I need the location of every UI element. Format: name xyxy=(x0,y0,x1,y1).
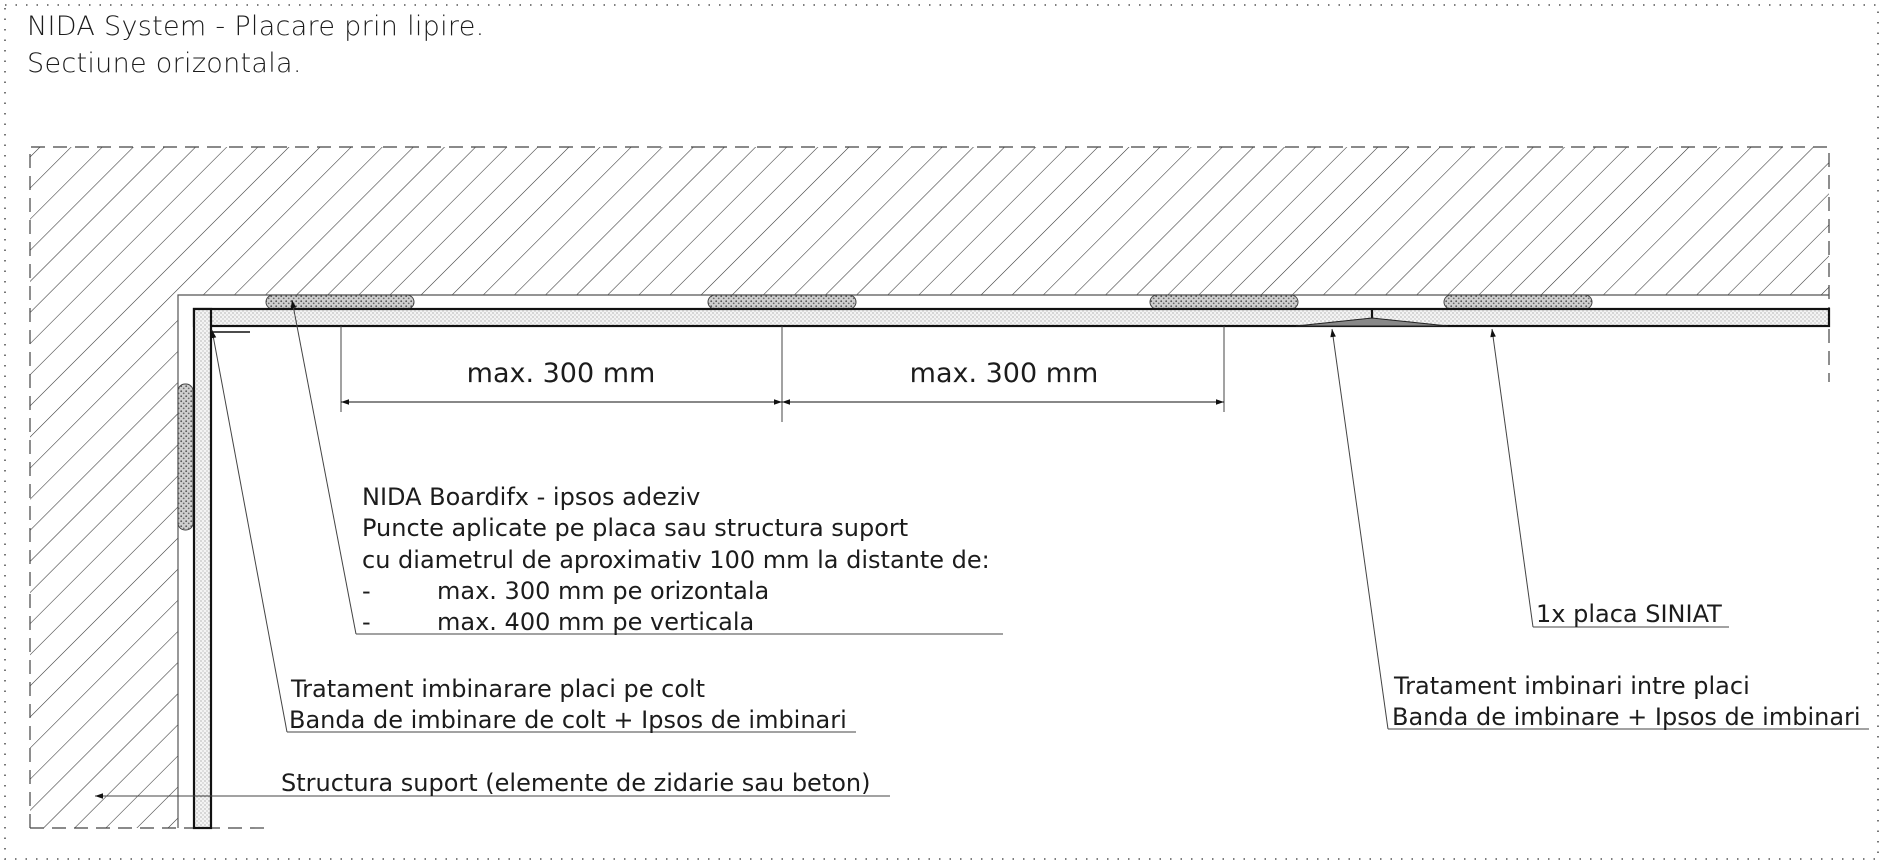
adhesive-dab xyxy=(177,383,194,531)
support-structure-hatch xyxy=(30,147,1829,828)
board-label: 1x placa SINIAT xyxy=(1536,600,1722,628)
gypsum-board-horizontal xyxy=(192,307,1831,328)
sheet-border xyxy=(4,4,1879,860)
board-leader xyxy=(1490,328,1729,628)
support-structure-label: Structura suport (elemente de zidarie sa… xyxy=(281,769,871,797)
joint-treatment-line-1: Tratament imbinari intre placi xyxy=(1393,672,1750,700)
dimension-chain: max. 300 mm max. 300 mm xyxy=(340,326,1225,422)
adhesive-dab xyxy=(1149,294,1299,310)
drawing-title-line-1: NIDA System - Placare prin lipire. xyxy=(27,11,485,42)
dimension-label-1: max. 300 mm xyxy=(467,358,656,389)
adhesive-note-line-3: cu diametrul de aproximativ 100 mm la di… xyxy=(362,546,990,574)
joint-tape-compound xyxy=(1295,317,1449,327)
adhesive-dab xyxy=(265,294,415,310)
corner-treatment-leader xyxy=(210,329,856,733)
adhesive-note-bullet-1: - xyxy=(362,577,371,605)
support-structure-outline xyxy=(29,146,1830,828)
drawing-title: NIDA System - Placare prin lipire. Secti… xyxy=(27,8,485,82)
dimension-label-2: max. 300 mm xyxy=(910,358,1099,389)
adhesive-note-line-4: max. 300 mm pe orizontala xyxy=(437,577,769,605)
adhesive-note-line-2: Puncte aplicate pe placa sau structura s… xyxy=(362,514,908,542)
adhesive-dab xyxy=(1443,294,1593,310)
adhesive-note-bullet-2: - xyxy=(362,608,371,636)
gypsum-board-vertical xyxy=(192,307,213,830)
adhesive-note-line-5: max. 400 mm pe verticala xyxy=(437,608,754,636)
adhesive-note-line-1: NIDA Boardifx - ipsos adeziv xyxy=(362,483,700,511)
drawing-title-line-2: Sectiune orizontala. xyxy=(27,48,302,79)
corner-treatment-line-1: Tratament imbinarare placi pe colt xyxy=(290,675,705,703)
joint-treatment-line-2: Banda de imbinare + Ipsos de imbinari xyxy=(1392,703,1861,731)
adhesive-dab xyxy=(707,294,857,310)
adhesive-note: NIDA Boardifx - ipsos adeziv Puncte apli… xyxy=(362,483,990,636)
corner-treatment-line-2: Banda de imbinare de colt + Ipsos de imb… xyxy=(289,706,847,734)
adhesive-leader xyxy=(290,299,1003,635)
joint-treatment-leader xyxy=(1330,328,1869,730)
